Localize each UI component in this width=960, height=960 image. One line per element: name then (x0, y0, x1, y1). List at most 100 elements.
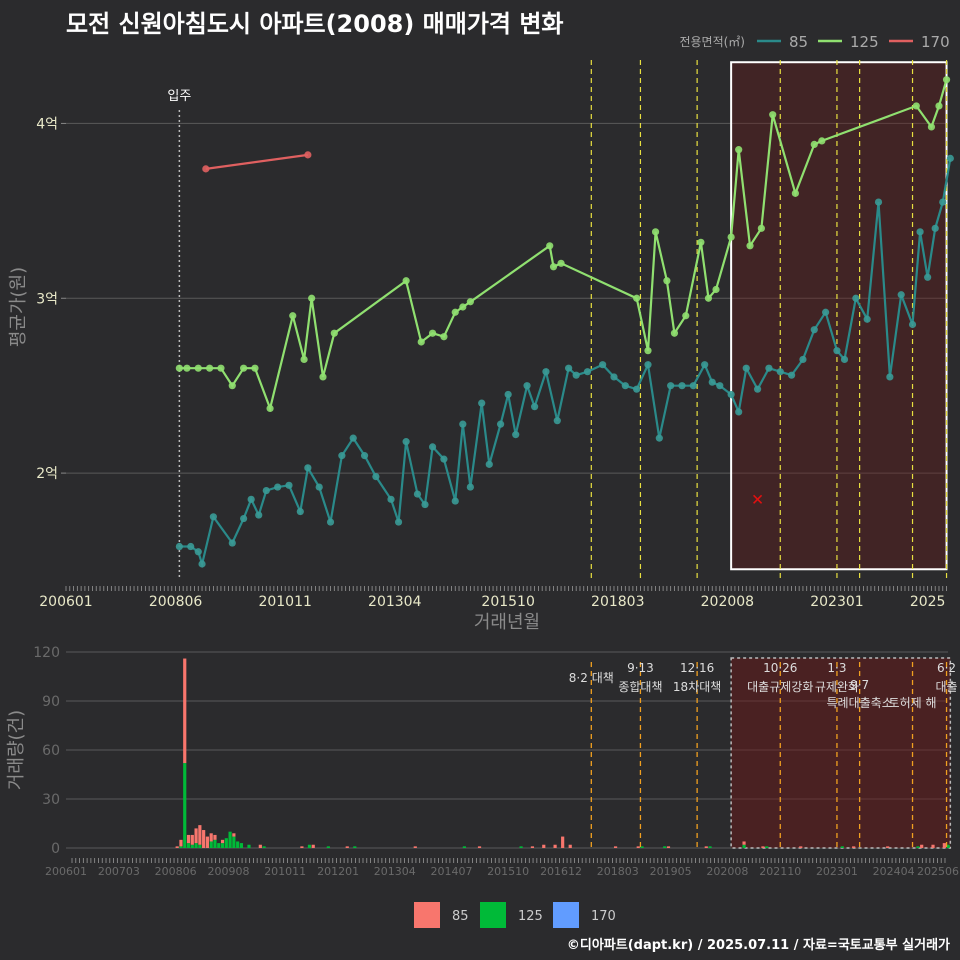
bar-125 (209, 841, 213, 848)
series-85-point (897, 291, 905, 299)
volume-xtick-label: 200806 (155, 865, 197, 878)
bar-85 (183, 658, 187, 764)
series-85-point (863, 315, 871, 323)
series-125-point (330, 329, 338, 337)
bar-125 (519, 846, 523, 848)
series-85-point (599, 361, 607, 369)
series-85-point (939, 198, 947, 206)
series-85-point (542, 368, 550, 376)
price-plot-bg (66, 36, 948, 578)
bar-125 (194, 843, 198, 848)
movein-annotation: 입주 (167, 89, 191, 578)
bar-85 (942, 843, 946, 848)
series-85-point (194, 548, 202, 556)
series-125-point (402, 277, 410, 285)
series-85-point (840, 355, 849, 364)
series-85-point (776, 368, 784, 376)
bar-125 (179, 846, 183, 848)
series-125-point (912, 102, 920, 110)
series-85-point (512, 431, 520, 439)
series-85-point (274, 483, 282, 491)
bar-125 (236, 841, 240, 848)
price-xlabel: 거래년월 (474, 612, 540, 633)
bar-85 (542, 844, 546, 848)
bar-85 (179, 839, 183, 847)
bar-85 (799, 846, 803, 848)
series-125-point (727, 233, 735, 241)
price-ylabel: 평균가(원) (8, 267, 29, 347)
bar-125 (228, 831, 232, 848)
price-xtick-label: 201304 (368, 594, 422, 610)
series-85-point (678, 382, 686, 390)
price-ytick-label: 2억 (36, 466, 58, 482)
volume-axes: 0 30 60 90 120 200601 200703 200806 200908 201011… (6, 645, 959, 878)
series-125-point (251, 364, 259, 372)
policy-label-top: 9·7 (850, 678, 869, 692)
bar-125 (640, 846, 644, 848)
bar-85 (345, 846, 349, 848)
source-footer: ©디아파트(dapt.kr) / 2025.07.11 / 자료=국토교통부 실… (566, 938, 950, 953)
series-85-point (735, 408, 743, 416)
series-85-point (421, 500, 429, 509)
bar-85 (311, 844, 315, 848)
volume-chart-panel: 8·2 대책 9·13 종합대책 12·16 18차대책 10·26 대출규제강화 1·3 규제… (6, 645, 959, 878)
series-85-point (315, 483, 323, 491)
series-125-point (546, 242, 554, 250)
bar-85 (186, 834, 191, 844)
series-85-point (497, 420, 505, 428)
series-85-point (504, 390, 512, 399)
series-85-point (701, 361, 709, 369)
series-125-point (240, 364, 248, 372)
series-125-point (300, 355, 308, 364)
policy-label-top: 10·26 (763, 661, 797, 675)
bar-85 (232, 833, 236, 837)
bar-85 (198, 825, 202, 845)
volume-xtick-label: 202506 (917, 865, 959, 878)
series-85-point (175, 542, 183, 551)
series-125-point (451, 308, 459, 316)
series-125-point (633, 294, 641, 302)
series-125-point (289, 312, 297, 320)
volume-legend-label-125: 125 (518, 909, 543, 924)
policy-label-bottom: 대출규제강화 (747, 680, 813, 694)
bar-125 (217, 843, 221, 848)
volume-xtick-label: 201011 (264, 865, 306, 878)
price-xtick-label: 202301 (810, 594, 863, 610)
series-125-point (810, 140, 818, 148)
series-125-point (194, 364, 202, 372)
policy-label-bottom: 18차대책 (673, 679, 721, 694)
bar-85 (666, 846, 671, 848)
series-85-point (765, 364, 773, 372)
series-125-point (682, 312, 690, 320)
legend-label-125: 125 (850, 33, 879, 51)
series-85-point (349, 434, 357, 442)
volume-ytick-label: 30 (42, 792, 60, 808)
series-85-point (240, 514, 248, 523)
price-ytick-label: 4억 (36, 116, 58, 132)
price-series (175, 76, 954, 569)
volume-xtick-label: 202008 (706, 865, 748, 878)
series-85-point (716, 382, 724, 390)
series-85-point (228, 539, 236, 547)
policy-label-bottom: 종합대책 (618, 679, 662, 694)
series-125-point (663, 277, 671, 285)
series-125-point (927, 123, 936, 131)
bar-125 (708, 846, 712, 848)
series-85-point (742, 364, 750, 372)
series-85-point (296, 507, 304, 516)
volume-legend-label-85: 85 (452, 909, 469, 924)
series-85-point (708, 378, 716, 386)
volume-xtick-label: 201510 (487, 865, 529, 878)
series-170-line (205, 153, 309, 170)
series-125-point (417, 338, 425, 346)
series-85-point (413, 490, 422, 498)
series-85-point (924, 273, 932, 281)
series-85-point (478, 399, 486, 407)
series-85-point (387, 495, 395, 503)
bar-85 (202, 830, 206, 848)
bar-125 (307, 844, 312, 848)
page-title: 모전 신원아침도시 아파트(2008) 매매가격 변화 (66, 10, 564, 38)
series-85-point (572, 371, 580, 379)
bar-85 (258, 844, 262, 848)
series-85-point (931, 224, 939, 232)
